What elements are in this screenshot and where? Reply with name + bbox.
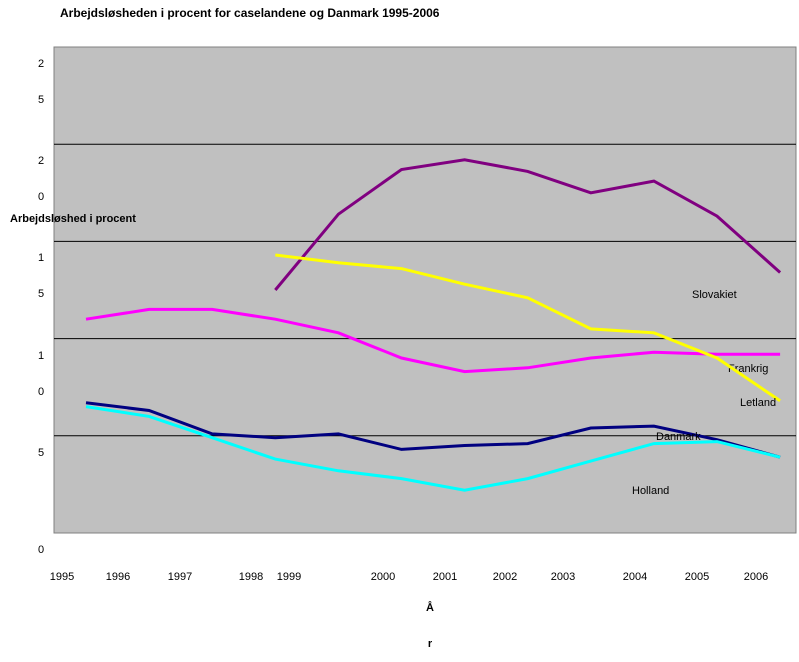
x-tick-label: 1997 [168,571,192,583]
x-tick-label: 2002 [493,571,517,583]
x-tick-label: 2003 [551,571,575,583]
x-tick-label: 1998 [239,571,263,583]
y-axis-label: Arbejdsløshed i procent [10,213,136,225]
series-label: Slovakiet [692,289,737,301]
series-label: Danmark [656,431,701,443]
x-tick-label: 1995 [50,571,74,583]
x-tick-label: 2006 [744,571,768,583]
y-tick-label: 1 5 [37,252,45,301]
y-tick-label: 0 [37,544,45,556]
x-tick-label: 2000 [371,571,395,583]
y-tick-label: 5 [37,446,45,459]
series-line [274,158,782,291]
series-label: Letland [740,397,776,409]
chart: Arbejdsløsheden i procent for caselanden… [10,6,797,583]
series-label: Holland [632,485,669,497]
y-tick-label: 2 5 [37,58,45,106]
x-tick-label: 1999 [277,571,301,583]
series-line [85,401,781,459]
series-line [275,253,781,403]
x-tick-label: 1996 [106,571,130,583]
plot-area [53,46,797,534]
x-tick-label: 2005 [685,571,709,583]
x-axis-label: Å r [426,602,434,650]
y-tick-label: 1 0 [37,349,45,398]
y-tick-label: 2 0 [37,155,45,204]
x-tick-label: 2001 [433,571,457,583]
series-line [85,405,781,492]
chart-title: Arbejdsløsheden i procent for caselanden… [60,6,440,20]
page: Arbejdsløsheden i procent for caselanden… [10,6,797,650]
x-tick-label: 2004 [623,571,647,583]
series-line [85,307,781,374]
